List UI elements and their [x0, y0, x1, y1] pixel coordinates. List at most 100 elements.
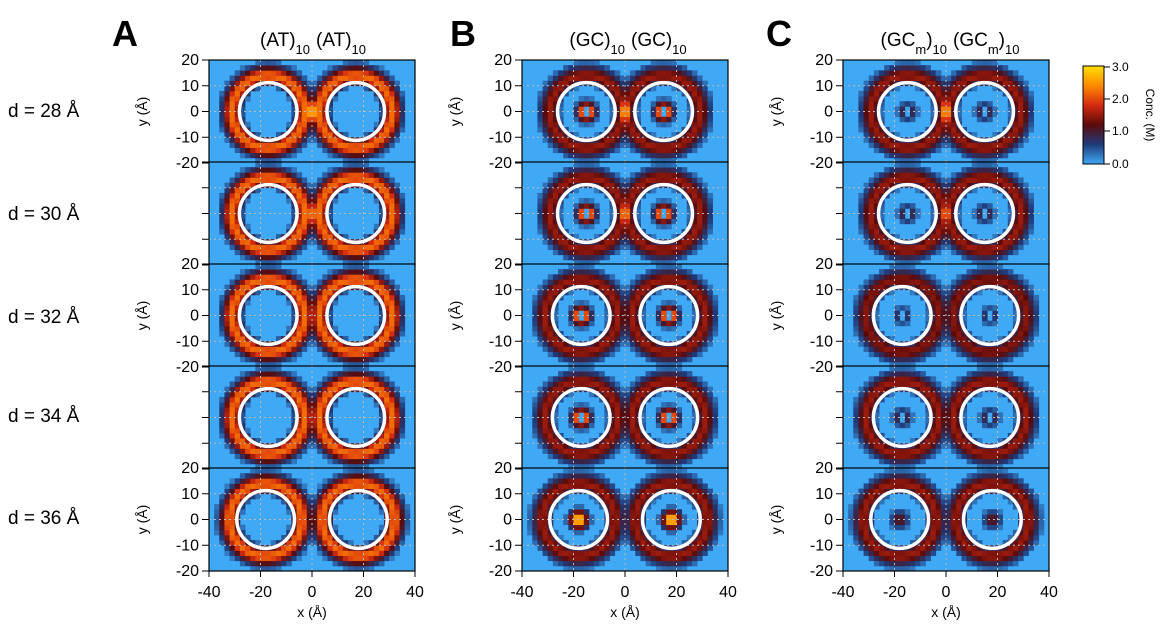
heatmap-pixel [224, 407, 230, 413]
heatmap-pixel [558, 101, 564, 107]
heatmap-pixel [552, 126, 559, 133]
heatmap-pixel [604, 341, 610, 347]
heatmap-pixel [563, 279, 569, 285]
heatmap-pixel [702, 213, 708, 220]
heatmap-pixel [384, 172, 390, 178]
heatmap-pixel [368, 284, 375, 291]
heatmap-pixel [630, 223, 636, 230]
heatmap-pixel [219, 111, 225, 118]
heatmap-pixel [552, 80, 559, 87]
heatmap-pixel [291, 239, 297, 245]
heatmap-pixel [568, 412, 574, 418]
y-tick-label: 0 [190, 104, 199, 121]
heatmap-pixel [588, 545, 595, 551]
heatmap-pixel [640, 152, 646, 159]
heatmap-pixel [270, 177, 277, 183]
heatmap-pixel [640, 320, 646, 327]
heatmap-pixel [368, 550, 375, 556]
heatmap-pixel [229, 121, 236, 128]
heatmap-pixel [245, 142, 251, 148]
heatmap-pixel [645, 555, 652, 562]
heatmap-pixel [342, 187, 349, 194]
heatmap-pixel [332, 187, 339, 194]
heatmap-pixel [327, 310, 333, 316]
heatmap-pixel [640, 391, 646, 398]
heatmap-pixel [655, 116, 662, 123]
heatmap-pixel [322, 330, 328, 337]
heatmap-pixel [532, 402, 538, 408]
heatmap-pixel [229, 177, 236, 183]
heatmap-pixel [281, 555, 287, 562]
heatmap-pixel [301, 341, 308, 347]
heatmap-pixel [666, 96, 672, 102]
heatmap-pixel [588, 391, 595, 398]
heatmap-pixel [327, 70, 333, 76]
heatmap-pixel [296, 448, 303, 454]
heatmap-pixel [245, 427, 251, 434]
heatmap-pixel [640, 239, 646, 245]
heatmap-pixel [542, 132, 549, 138]
heatmap-cell [202, 365, 416, 470]
heatmap-pixel [239, 438, 246, 444]
row-label-d34: d = 34 Å [8, 406, 80, 427]
heatmap-pixel [317, 223, 323, 230]
heatmap-pixel [578, 366, 585, 372]
heatmap-pixel [301, 330, 308, 337]
heatmap-pixel [614, 386, 621, 393]
heatmap-pixel [655, 366, 662, 372]
heatmap-pixel [630, 493, 636, 500]
heatmap-pixel [265, 279, 272, 285]
heatmap-pixel [681, 167, 688, 173]
heatmap-pixel [250, 244, 256, 250]
heatmap-pixel [614, 300, 621, 306]
heatmap-pixel [594, 106, 600, 112]
heatmap-pixel [250, 172, 256, 178]
heatmap-pixel [255, 234, 261, 240]
heatmap-pixel [630, 177, 636, 183]
heatmap-pixel [399, 203, 406, 209]
heatmap-pixel [635, 427, 641, 434]
heatmap-pixel [291, 371, 297, 377]
heatmap-pixel [552, 346, 559, 352]
heatmap-pixel [619, 111, 626, 118]
heatmap-pixel [322, 448, 328, 454]
heatmap-pixel [614, 137, 621, 143]
heatmap-pixel [224, 432, 230, 439]
heatmap-pixel [558, 560, 564, 567]
heatmap-pixel [394, 529, 400, 536]
heatmap-pixel [224, 509, 230, 515]
heatmap-pixel [265, 177, 272, 183]
heatmap-pixel [578, 514, 585, 520]
heatmap-pixel [255, 157, 261, 164]
heatmap-pixel [255, 555, 261, 562]
heatmap-pixel [583, 96, 590, 102]
heatmap-pixel [265, 478, 272, 484]
heatmap-pixel [348, 274, 354, 280]
heatmap-pixel [619, 386, 626, 393]
heatmap-pixel [394, 96, 400, 102]
heatmap-pixel [322, 90, 328, 97]
heatmap-pixel [255, 483, 261, 489]
heatmap-pixel [661, 468, 667, 474]
heatmap-pixel [389, 228, 395, 235]
heatmap-pixel [234, 504, 241, 510]
heatmap-pixel [275, 376, 282, 382]
heatmap-pixel [666, 70, 672, 76]
heatmap-pixel [650, 376, 657, 382]
heatmap-pixel [583, 524, 590, 531]
heatmap-pixel [697, 402, 703, 408]
heatmap-pixel [614, 208, 621, 214]
heatmap-pixel [625, 305, 631, 311]
heatmap-pixel [322, 346, 328, 352]
heatmap-pixel [599, 346, 605, 352]
heatmap-pixel [219, 126, 225, 133]
heatmap-pixel [312, 534, 318, 541]
heatmap-pixel [552, 284, 559, 291]
heatmap-pixel [666, 167, 672, 173]
y-tick-label: 20 [494, 256, 512, 273]
heatmap-pixel [691, 351, 698, 358]
heatmap-pixel [327, 254, 333, 261]
heatmap-pixel [630, 289, 636, 296]
heatmap-pixel [573, 172, 580, 178]
heatmap-pixel [661, 60, 667, 66]
